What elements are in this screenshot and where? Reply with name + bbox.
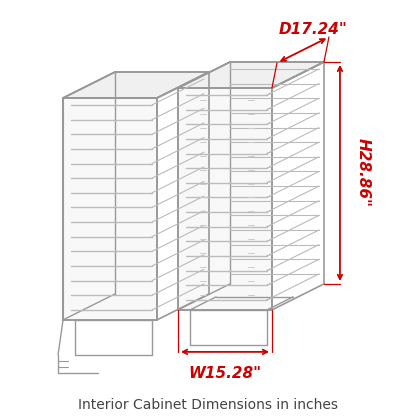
Polygon shape [63, 72, 209, 98]
Polygon shape [178, 62, 324, 88]
Text: H28.86": H28.86" [356, 139, 371, 208]
Text: W15.28": W15.28" [188, 366, 262, 381]
Polygon shape [63, 98, 157, 320]
Text: Interior Cabinet Dimensions in inches: Interior Cabinet Dimensions in inches [78, 398, 338, 412]
Polygon shape [178, 88, 272, 310]
Text: D17.24": D17.24" [279, 22, 347, 37]
